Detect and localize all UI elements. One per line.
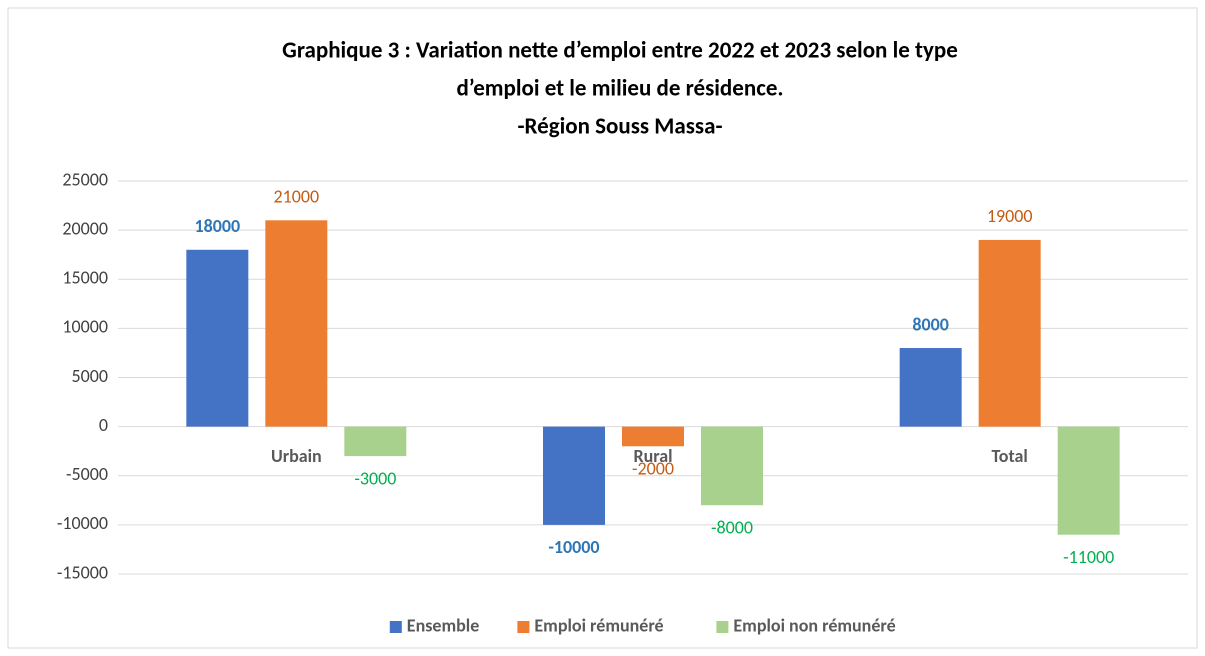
chart-title: Graphique 3 : Variation nette d’emploi e… — [282, 37, 958, 65]
x-tick-label: Total — [991, 445, 1027, 467]
bar — [701, 426, 763, 506]
legend-label: Ensemble — [407, 614, 479, 636]
bar — [1057, 426, 1120, 535]
y-tick-label: -5000 — [66, 463, 108, 485]
data-label: 21000 — [274, 186, 320, 208]
legend-swatch — [517, 621, 530, 633]
y-tick-label: 0 — [99, 414, 108, 436]
data-label: -3000 — [354, 467, 396, 489]
data-label: -11000 — [1063, 546, 1114, 568]
data-label: 8000 — [912, 313, 949, 335]
y-tick-label: 20000 — [62, 217, 108, 239]
y-tick-label: 15000 — [62, 267, 108, 289]
y-tick-label: 25000 — [62, 168, 108, 190]
bar — [186, 249, 249, 427]
data-label: 19000 — [987, 205, 1033, 227]
x-tick-label: Rural — [633, 445, 672, 467]
legend-label: Emploi non rémunéré — [733, 614, 895, 636]
bar — [265, 220, 328, 427]
legend-label: Emploi rémunéré — [534, 614, 663, 636]
bar — [344, 426, 407, 457]
chart-title: d’emploi et le milieu de résidence. — [456, 75, 783, 103]
legend-swatch — [716, 621, 729, 633]
legend-swatch — [389, 621, 402, 633]
x-tick-label: Urbain — [271, 445, 322, 467]
data-label: -10000 — [548, 536, 599, 558]
bar — [899, 348, 962, 427]
data-label: 18000 — [195, 215, 241, 237]
bar — [622, 426, 684, 447]
bar — [978, 239, 1041, 427]
data-label: -2000 — [632, 458, 674, 480]
data-label: -8000 — [711, 517, 753, 539]
chart-subtitle: -Région Souss Massa- — [517, 113, 722, 141]
y-tick-label: 5000 — [72, 365, 109, 387]
y-tick-label: -10000 — [57, 512, 108, 534]
y-tick-label: 10000 — [62, 316, 108, 338]
bar — [543, 426, 605, 525]
y-tick-label: -15000 — [57, 561, 108, 583]
